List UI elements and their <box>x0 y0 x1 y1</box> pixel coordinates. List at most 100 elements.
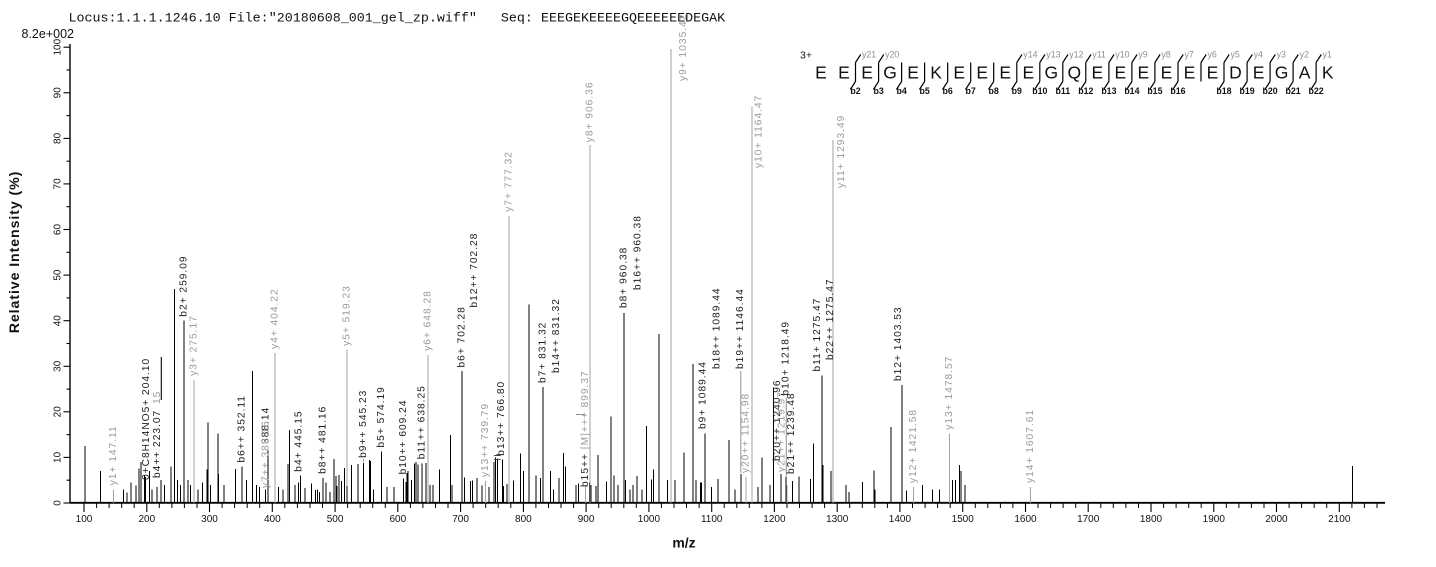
svg-text:m/z: m/z <box>672 535 695 551</box>
svg-text:y8: y8 <box>1161 50 1170 60</box>
svg-text:y5+ 519.23: y5+ 519.23 <box>342 285 353 346</box>
svg-text:b11++ 638.25: b11++ 638.25 <box>416 385 427 459</box>
svg-text:b10++ 609.24: b10++ 609.24 <box>398 400 409 475</box>
svg-text:1200: 1200 <box>763 514 786 525</box>
svg-text:0+C8H14NO5+ 204.10: 0+C8H14NO5+ 204.10 <box>141 358 152 480</box>
svg-text:y14+ 1607.61: y14+ 1607.61 <box>1025 409 1036 483</box>
svg-text:b8: b8 <box>989 86 999 96</box>
svg-text:b20++ 1240.96: b20++ 1240.96 <box>772 379 783 461</box>
svg-text:20: 20 <box>53 406 64 418</box>
svg-text:b22: b22 <box>1309 86 1324 96</box>
svg-text:b16: b16 <box>1170 86 1185 96</box>
svg-text:y8+ 906.36: y8+ 906.36 <box>585 81 596 142</box>
svg-text:y1+ 147.11: y1+ 147.11 <box>108 425 119 485</box>
svg-text:E: E <box>861 63 873 83</box>
svg-text:G: G <box>1044 63 1058 83</box>
svg-text:1300: 1300 <box>826 514 849 525</box>
svg-text:y10: y10 <box>1115 50 1129 60</box>
svg-text:y7+ 777.32: y7+ 777.32 <box>504 151 515 212</box>
svg-text:b16++ 960.38: b16++ 960.38 <box>633 215 644 290</box>
svg-text:700: 700 <box>452 514 469 525</box>
svg-text:Relative Intensity (%): Relative Intensity (%) <box>7 171 23 334</box>
svg-text:3+: 3+ <box>800 50 812 62</box>
svg-text:b7+ 831.32: b7+ 831.32 <box>537 322 548 383</box>
svg-text:60: 60 <box>53 224 64 236</box>
svg-text:100: 100 <box>76 514 93 525</box>
svg-text:y20++ 1154.98: y20++ 1154.98 <box>741 393 752 473</box>
svg-text:b12: b12 <box>1078 86 1093 96</box>
svg-text:y1: y1 <box>1323 50 1332 60</box>
svg-text:50: 50 <box>53 269 64 281</box>
svg-text:90: 90 <box>53 87 64 99</box>
svg-text:y10+ 1164.47: y10+ 1164.47 <box>754 95 765 168</box>
svg-text:G: G <box>883 63 897 83</box>
svg-text:y9: y9 <box>1138 50 1147 60</box>
svg-text:b6+ 702.28: b6+ 702.28 <box>457 306 468 367</box>
svg-text:y3+ 275.17: y3+ 275.17 <box>188 315 199 376</box>
svg-text:y11: y11 <box>1092 50 1106 60</box>
svg-text:b4+ 445.15: b4+ 445.15 <box>294 410 305 471</box>
svg-text:E: E <box>1161 63 1173 83</box>
svg-text:b9: b9 <box>1012 86 1022 96</box>
svg-text:800: 800 <box>515 514 532 525</box>
svg-text:b21++ 1239.48: b21++ 1239.48 <box>786 392 797 474</box>
svg-text:900: 900 <box>578 514 595 525</box>
svg-text:y12: y12 <box>1069 50 1083 60</box>
svg-text:b9++ 545.23: b9++ 545.23 <box>358 390 369 458</box>
svg-text:b9+ 1089.44: b9+ 1089.44 <box>698 361 709 429</box>
svg-text:1400: 1400 <box>889 514 912 525</box>
svg-text:1000: 1000 <box>638 514 661 525</box>
svg-text:1100: 1100 <box>701 514 723 525</box>
svg-text:80: 80 <box>53 132 64 144</box>
svg-text:388.14: 388.14 <box>261 407 272 444</box>
svg-text:300: 300 <box>201 514 218 525</box>
svg-text:E: E <box>976 63 988 83</box>
svg-text:b4: b4 <box>896 86 906 96</box>
svg-text:y6: y6 <box>1208 50 1217 60</box>
svg-text:b15: b15 <box>1147 86 1162 96</box>
svg-text:1600: 1600 <box>1014 514 1037 525</box>
svg-text:E: E <box>1115 63 1127 83</box>
svg-text:Q: Q <box>1067 63 1081 83</box>
svg-text:b18++ 1089.44: b18++ 1089.44 <box>712 287 723 369</box>
svg-text:G: G <box>1275 63 1289 83</box>
svg-text:b3: b3 <box>873 86 883 96</box>
svg-text:1800: 1800 <box>1140 514 1163 525</box>
svg-text:b5+ 574.19: b5+ 574.19 <box>376 386 387 447</box>
svg-text:K: K <box>930 63 942 83</box>
svg-text:y21++ 1219.97: y21++ 1219.97 <box>776 391 787 472</box>
svg-text:b2: b2 <box>850 86 860 96</box>
svg-text:b19: b19 <box>1240 86 1255 96</box>
svg-text:E: E <box>1184 63 1196 83</box>
svg-text:600: 600 <box>389 514 406 525</box>
svg-text:1900: 1900 <box>1203 514 1226 525</box>
svg-text:b12+ 1403.53: b12+ 1403.53 <box>893 306 904 381</box>
svg-text:y13: y13 <box>1046 50 1060 60</box>
svg-text:y12+ 1421.58: y12+ 1421.58 <box>908 409 919 483</box>
svg-text:y4+ 404.22: y4+ 404.22 <box>269 288 280 349</box>
svg-text:b21: b21 <box>1286 86 1301 96</box>
svg-text:E: E <box>1092 63 1104 83</box>
svg-text:8.2e+002: 8.2e+002 <box>22 27 75 41</box>
svg-text:0: 0 <box>53 500 64 506</box>
svg-text:1700: 1700 <box>1077 514 1100 525</box>
svg-text:b11+ 1275.47: b11+ 1275.47 <box>812 298 823 372</box>
svg-text:y7: y7 <box>1185 50 1194 60</box>
svg-text:y6+ 648.28: y6+ 648.28 <box>423 290 434 351</box>
svg-text:200: 200 <box>138 514 155 525</box>
svg-text:E: E <box>1207 63 1219 83</box>
svg-text:b19++ 1146.44: b19++ 1146.44 <box>735 288 746 369</box>
svg-text:b20: b20 <box>1263 86 1278 96</box>
svg-text:A: A <box>1299 63 1311 83</box>
svg-text:100: 100 <box>53 38 64 55</box>
svg-text:E: E <box>907 63 919 83</box>
svg-text:b8+ 960.38: b8+ 960.38 <box>619 247 630 308</box>
svg-text:b18: b18 <box>1216 86 1231 96</box>
svg-text:70: 70 <box>53 178 64 190</box>
svg-text:15: 15 <box>152 391 163 404</box>
svg-text:b22++ 1275.47: b22++ 1275.47 <box>825 278 836 360</box>
svg-text:y4: y4 <box>1254 50 1263 60</box>
svg-text:b14: b14 <box>1124 86 1139 96</box>
svg-text:E: E <box>953 63 965 83</box>
svg-text:y3: y3 <box>1277 50 1286 60</box>
